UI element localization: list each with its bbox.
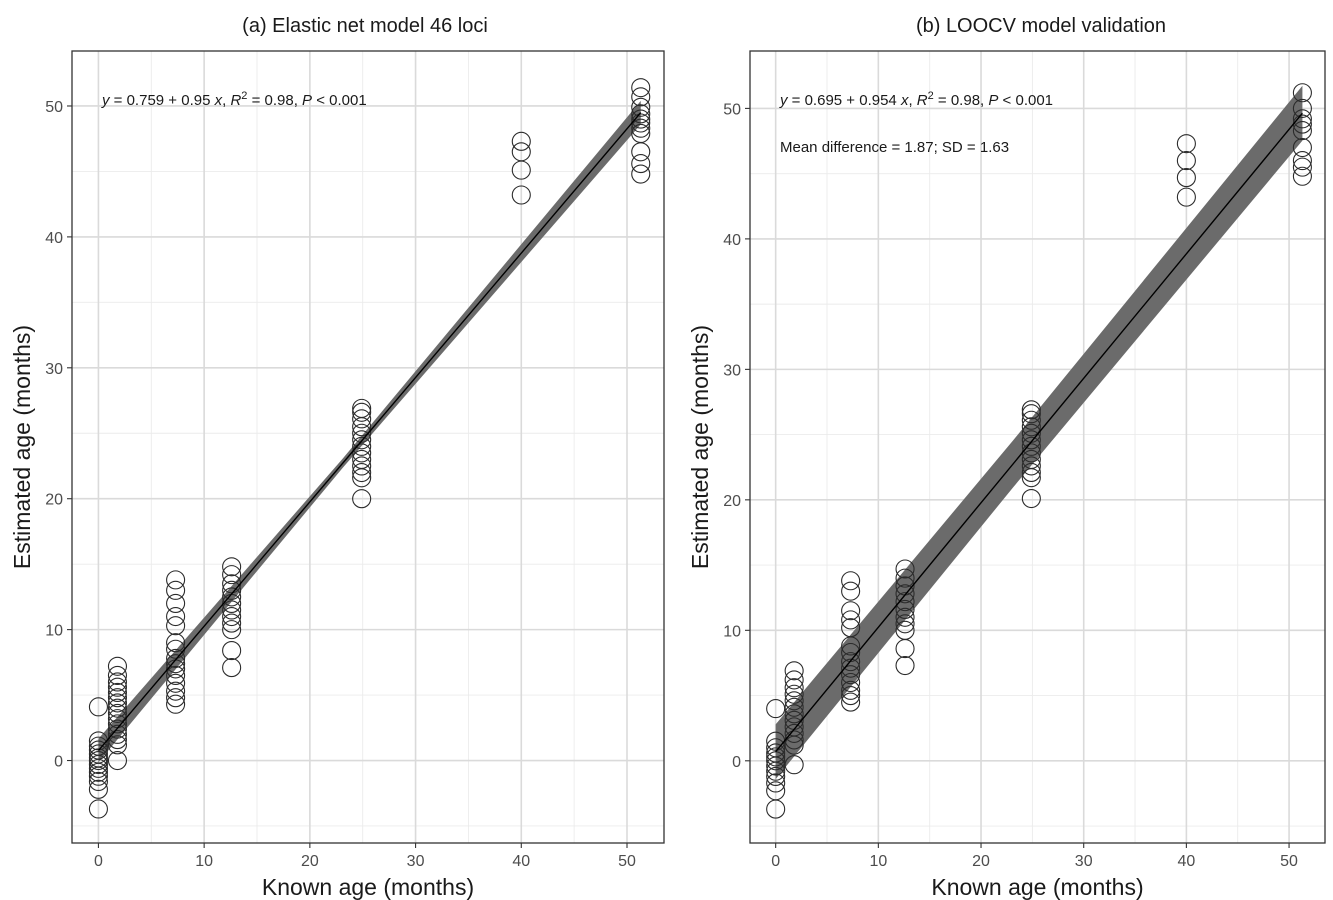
data-point — [353, 469, 371, 487]
y-tick-label: 10 — [45, 623, 63, 640]
chart-title: (a) Elastic net model 46 loci — [242, 15, 488, 37]
x-tick-label: 40 — [1177, 853, 1195, 870]
annotation-segment: = 0.98, — [934, 92, 989, 109]
panel-a: 0 10 20 30 40 50 0 10 20 30 40 50 (a) Elastic net mo… — [9, 15, 664, 900]
annotation: y = 0.695 + 0.954 x, R2 = 0.98, P < 0.00… — [779, 90, 1053, 109]
annotation-segment: P — [988, 92, 998, 109]
annotation-segment: = 0.695 + 0.954 — [788, 92, 901, 109]
y-axis-label: Estimated age (months) — [687, 325, 713, 569]
data-point — [223, 659, 241, 677]
x-tick-label: 50 — [1280, 853, 1298, 870]
chart-title: (b) LOOCV model validation — [916, 15, 1166, 37]
data-point — [1022, 490, 1040, 508]
data-point — [842, 582, 860, 600]
data-point — [223, 642, 241, 660]
x-tick-label: 10 — [195, 853, 213, 870]
y-tick-label: 30 — [723, 362, 741, 379]
annotation-segment: R — [917, 92, 928, 109]
x-tick-label: 30 — [1075, 853, 1093, 870]
regression-line — [98, 113, 640, 751]
x-tick-label: 20 — [301, 853, 319, 870]
x-axis-label: Known age (months) — [262, 874, 474, 900]
annotation-segment: R — [230, 92, 241, 109]
data-point — [632, 124, 650, 142]
y-axis-label: Estimated age (months) — [9, 325, 35, 569]
annotation-segment: < 0.001 — [312, 92, 367, 109]
data-point — [896, 640, 914, 658]
x-tick-label: 40 — [512, 853, 530, 870]
y-tick-label: 0 — [732, 754, 741, 771]
y-tick-label: 40 — [45, 230, 63, 247]
annotation-segment: P — [302, 92, 312, 109]
annotation-segment: = 0.98, — [247, 92, 302, 109]
data-point — [1022, 469, 1040, 487]
regression-line — [776, 113, 1303, 752]
annotation-segment: < 0.001 — [998, 92, 1053, 109]
x-tick-label: 50 — [618, 853, 636, 870]
annotation-segment: , — [222, 92, 230, 109]
y-tick-label: 0 — [54, 754, 63, 771]
data-point — [632, 143, 650, 161]
x-tick-label: 0 — [94, 853, 103, 870]
y-tick-label: 10 — [723, 623, 741, 640]
x-tick-label: 0 — [771, 853, 780, 870]
data-point — [223, 558, 241, 576]
data-point — [1022, 401, 1040, 419]
annotation-segment: = 0.759 + 0.95 — [110, 92, 215, 109]
x-tick-label: 10 — [869, 853, 887, 870]
x-tick-label: 30 — [407, 853, 425, 870]
y-tick-label: 20 — [45, 492, 63, 509]
data-point — [167, 571, 185, 589]
annotation-segment: , — [908, 92, 916, 109]
x-axis-label: Known age (months) — [931, 874, 1143, 900]
panel-b: 0 10 20 30 40 50 0 10 20 30 40 50 (b) LOOCV model va… — [687, 15, 1325, 900]
data-point — [353, 399, 371, 417]
data-point — [842, 572, 860, 590]
y-tick-label: 50 — [723, 101, 741, 118]
y-tick-label: 50 — [45, 99, 63, 116]
annotation: y = 0.759 + 0.95 x, R2 = 0.98, P < 0.001 — [101, 90, 367, 109]
data-point — [632, 165, 650, 183]
y-tick-label: 30 — [45, 361, 63, 378]
data-point — [632, 155, 650, 173]
data-point — [896, 657, 914, 675]
data-points — [89, 79, 649, 818]
annotation: Mean difference = 1.87; SD = 1.63 — [780, 139, 1009, 156]
y-tick-label: 20 — [723, 493, 741, 510]
x-tick-label: 20 — [972, 853, 990, 870]
data-point — [785, 756, 803, 774]
y-tick-label: 40 — [723, 232, 741, 249]
data-point — [167, 674, 185, 692]
annotation-segment: Mean difference = 1.87; SD = 1.63 — [780, 139, 1009, 156]
